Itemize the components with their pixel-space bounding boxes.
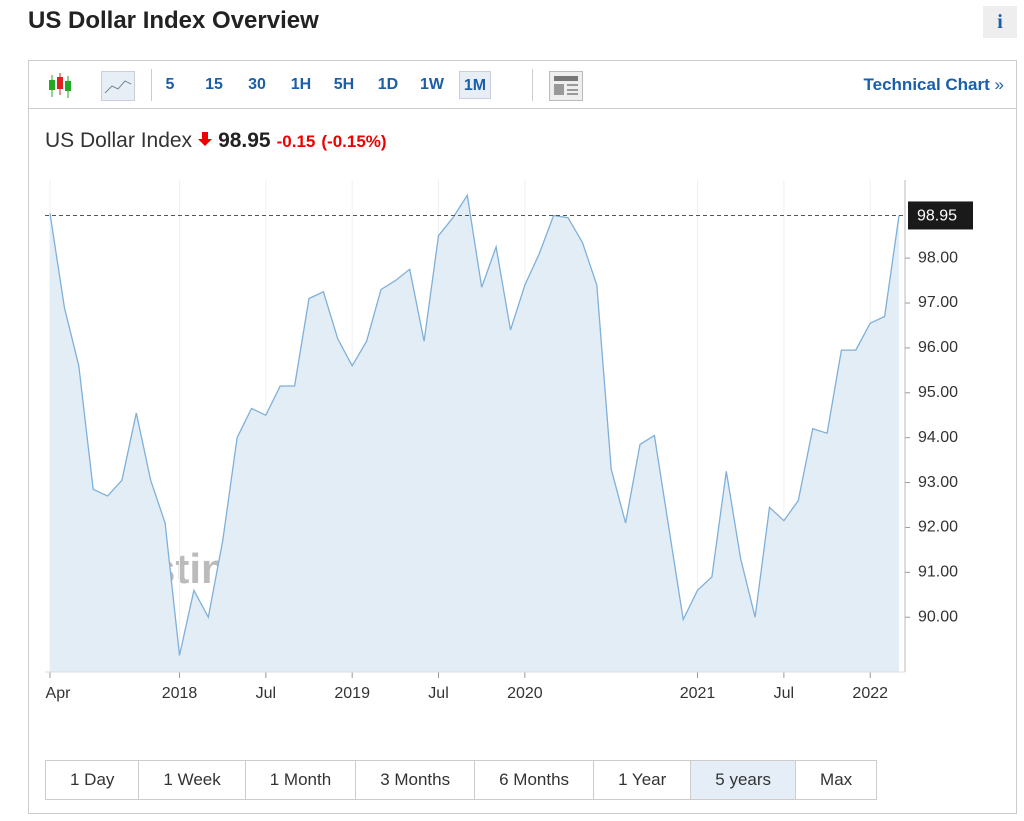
range-button[interactable]: Max bbox=[820, 770, 853, 789]
interval-button[interactable]: 5 bbox=[165, 76, 175, 93]
interval-button[interactable]: 30 bbox=[248, 76, 266, 93]
instrument-name: US Dollar Index bbox=[45, 129, 193, 152]
range-button[interactable]: 1 Week bbox=[139, 761, 246, 799]
range-button[interactable]: 3 Months bbox=[356, 761, 476, 799]
range-button[interactable]: 6 Months bbox=[475, 761, 595, 799]
info-button[interactable]: i bbox=[983, 6, 1017, 38]
technical-chart-link[interactable]: Technical Chart » bbox=[863, 75, 1004, 94]
range-button[interactable]: 1 Year bbox=[594, 761, 692, 799]
line-icon[interactable] bbox=[101, 71, 135, 101]
quote: US Dollar Index 98.95 -0.15 (-0.15%) bbox=[45, 129, 387, 153]
divider bbox=[151, 69, 152, 101]
interval-button[interactable]: 1D bbox=[377, 76, 399, 93]
link-text[interactable]: Technical Chart bbox=[863, 75, 990, 94]
range-button[interactable]: 1 Day bbox=[46, 761, 140, 799]
last-price: 98.95 bbox=[218, 129, 271, 152]
toolbar: Technical Chart » 5 15 30 1H 5H 1D 1W 1M bbox=[29, 61, 1016, 109]
change: -0.15 bbox=[276, 132, 316, 151]
change-percent: (-0.15%) bbox=[321, 132, 387, 151]
interval-button[interactable]: 1W bbox=[420, 76, 444, 93]
interval-button[interactable]: 1H bbox=[290, 76, 312, 93]
divider bbox=[532, 69, 533, 101]
range-button[interactable]: 5 years bbox=[691, 761, 797, 799]
widget: Technical Chart » 5 15 30 1H 5H 1D 1W 1M US Dol… bbox=[28, 60, 1017, 814]
news-icon[interactable] bbox=[549, 71, 583, 101]
candles-icon[interactable] bbox=[44, 71, 84, 101]
interval-button[interactable]: 1M bbox=[459, 71, 491, 99]
interval-button[interactable]: 15 bbox=[205, 76, 223, 93]
range-button[interactable]: 1 Month bbox=[246, 761, 357, 799]
page-title: US Dollar Index Overview bbox=[28, 7, 319, 34]
down-arrow bbox=[198, 132, 213, 146]
interval-button[interactable]: 5H bbox=[333, 76, 355, 93]
range-buttons: 1 Day 1 Week 1 Month 3 Months 6 Months 1 Year… bbox=[45, 760, 878, 800]
